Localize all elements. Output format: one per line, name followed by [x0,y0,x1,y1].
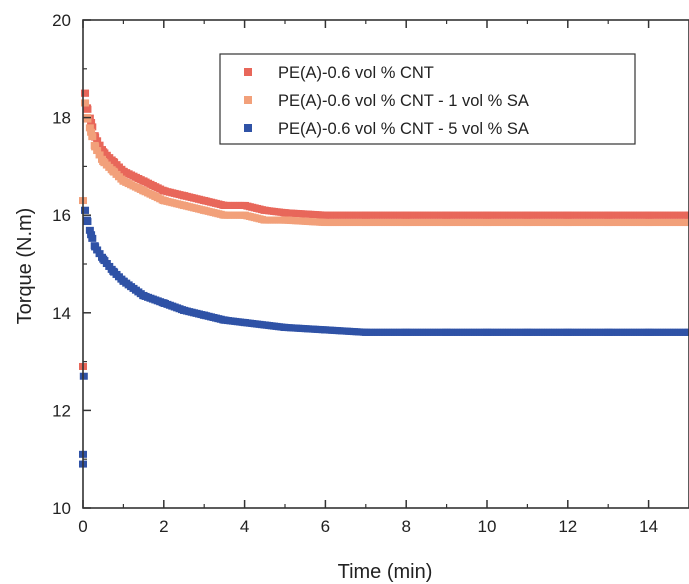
data-point [85,124,94,132]
y-tick-label: 12 [52,401,71,420]
y-axis-title: Torque (N.m) [14,208,36,325]
legend-marker [244,96,252,104]
data-point [88,234,97,242]
y-tick-label: 20 [52,11,71,30]
data-point [83,105,92,113]
data-point [85,226,94,234]
data-point [88,133,97,141]
series-3 [79,206,689,468]
x-tick-label: 8 [401,517,410,536]
x-tick-label: 0 [78,517,87,536]
data-point [81,206,90,214]
x-axis-title: Time (min) [338,561,433,583]
data-point [93,137,102,145]
x-tick-label: 4 [240,517,249,536]
y-tick-label: 10 [52,499,71,518]
data-point [684,219,689,227]
data-point [81,99,90,107]
data-point [90,141,99,149]
y-tick-label: 18 [52,109,71,128]
data-point [83,218,92,226]
x-tick-label: 10 [478,517,497,536]
x-tick-label: 2 [159,517,168,536]
x-tick-label: 12 [558,517,577,536]
data-point [87,231,96,239]
data-point [90,242,99,250]
y-tick-label: 16 [52,206,71,225]
legend: PE(A)-0.6 vol % CNT PE(A)-0.6 vol % CNT -… [219,53,636,145]
x-tick-label: 14 [639,517,658,536]
data-point [81,89,90,97]
legend-label: PE(A)-0.6 vol % CNT [278,64,434,82]
data-point [95,141,104,149]
series-2 [79,99,689,227]
data-point [87,128,96,136]
legend-label: PE(A)-0.6 vol % CNT - 5 vol % SA [278,120,529,138]
data-point [79,372,88,380]
legend-label: PE(A)-0.6 vol % CNT - 1 vol % SA [278,92,529,110]
data-point [684,211,689,219]
data-point [95,250,104,258]
axes-layer: 0 2 4 6 8 10 12 14 10 12 14 16 18 20 [52,11,689,536]
x-tick-label: 6 [321,517,330,536]
data-point [93,246,102,254]
data-point [95,151,104,159]
legend-marker [244,68,252,76]
legend-marker [244,124,252,132]
data-point [684,328,689,336]
legend-box [219,53,636,145]
data-point [83,115,92,123]
y-tick-label: 14 [52,304,71,323]
data-point [93,147,102,155]
